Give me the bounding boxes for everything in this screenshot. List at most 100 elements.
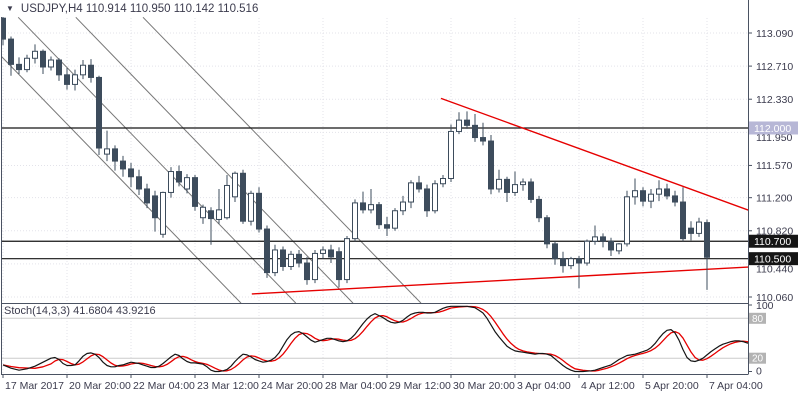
candle-body (112, 148, 118, 162)
stoch-axis-min: 0 (756, 366, 762, 378)
candle-body (88, 64, 94, 78)
candle-body (264, 228, 270, 274)
candle-body (208, 210, 214, 220)
candle-body (560, 258, 566, 267)
candle-body (368, 204, 374, 211)
candle-body (32, 50, 38, 59)
candle-body (248, 192, 254, 222)
chart-title-bar: ▼ USDJPY,H4 110.914 110.950 110.142 110.… (6, 3, 258, 15)
candle-body (496, 178, 502, 190)
candle-body (648, 193, 654, 202)
candle-body (520, 181, 526, 186)
stoch-level-tag-label: 80 (752, 314, 764, 325)
candle-body (136, 176, 142, 190)
candle-body (352, 202, 358, 240)
time-axis-label: 4 Apr 12:00 (581, 380, 635, 392)
candle-body (296, 253, 302, 264)
candle-body (48, 59, 54, 68)
price-axis-label: 110.820 (756, 226, 793, 238)
horizontal-level-lines (2, 127, 748, 260)
candle-body (640, 190, 646, 202)
time-axis-label: 22 Mar 04:00 (133, 380, 195, 392)
candle-body (232, 172, 238, 198)
time-axis-label: 3 Apr 04:00 (517, 380, 571, 392)
price-axis-label: 112.330 (756, 94, 793, 106)
candle-body (272, 249, 278, 274)
candle-body (376, 204, 382, 226)
time-axis-label: 20 Mar 20:00 (69, 380, 131, 392)
candle-body (344, 238, 350, 281)
stochastic-axis: 100 0 80 20 (748, 300, 774, 378)
stochastic-levels (2, 317, 748, 359)
candle-body (704, 222, 710, 258)
symbol-dropdown-icon[interactable]: ▼ (6, 4, 14, 13)
time-axis-label: 5 Apr 20:00 (645, 380, 699, 392)
price-axis-label: 111.200 (756, 192, 793, 204)
candle-body (240, 172, 246, 222)
candle-body (120, 160, 126, 170)
candle-body (456, 119, 462, 132)
candle-body (56, 59, 62, 76)
candle-body (544, 217, 550, 245)
candle-body (304, 262, 310, 281)
candle-body (472, 124, 478, 139)
time-axis-label: 24 Mar 20:00 (261, 380, 323, 392)
candle-body (464, 119, 470, 126)
candle-body (176, 171, 182, 183)
candle-body (216, 209, 222, 220)
price-tag (749, 121, 798, 135)
candle-body (400, 201, 406, 212)
candle-body (320, 249, 326, 254)
time-axis-label: 28 Mar 04:00 (325, 380, 387, 392)
candle-body (8, 38, 14, 65)
candle-body (552, 243, 558, 260)
candle-body (480, 137, 486, 142)
candle-body (656, 188, 662, 195)
candle-body (64, 74, 70, 85)
candle-body (80, 64, 86, 76)
candle-body (672, 195, 678, 203)
price-axis: 113.090 112.710 112.330 111.950 111.570 111.2… (748, 28, 798, 304)
candle-body (568, 258, 574, 267)
candle-body (1, 17, 6, 40)
time-axis-label: 29 Mar 12:00 (389, 380, 451, 392)
candle-body (24, 57, 30, 71)
candle-body (160, 191, 166, 235)
chart-frame (1, 0, 749, 375)
candle-body (72, 74, 78, 85)
stoch-axis-max: 100 (756, 300, 774, 312)
price-tag-label: 112.000 (754, 123, 791, 135)
candle-body (576, 258, 582, 264)
candle-body (312, 252, 318, 281)
candle-body (392, 210, 398, 229)
candle-body (584, 240, 590, 264)
candle-body (616, 243, 622, 252)
price-tag-label: 110.700 (754, 236, 791, 248)
candle-body (144, 188, 150, 204)
candle-body (152, 195, 158, 219)
candle-body (424, 188, 430, 212)
candle-body (664, 188, 670, 197)
candle-body (224, 184, 230, 219)
candle-body (200, 206, 206, 219)
candle-body (504, 178, 510, 193)
candle-body (256, 192, 262, 230)
candle-body (360, 202, 366, 211)
price-axis-label: 111.570 (756, 160, 793, 172)
candle-body (128, 168, 134, 178)
price-axis-label: 110.440 (756, 264, 793, 276)
price-axis-label: 113.090 (756, 28, 793, 40)
candle-body (488, 140, 494, 190)
stoch-level-tag (749, 352, 766, 364)
candle-body (168, 171, 174, 193)
time-axis-label: 17 Mar 2017 (5, 380, 64, 392)
stochastic-signal-line (2, 305, 748, 372)
candle-body (632, 190, 638, 198)
price-axis-label: 110.060 (756, 292, 793, 304)
candle-body (416, 182, 422, 190)
channel-lines (1, 17, 422, 303)
candlesticks (1, 17, 710, 290)
descending-resistance (440, 97, 748, 211)
